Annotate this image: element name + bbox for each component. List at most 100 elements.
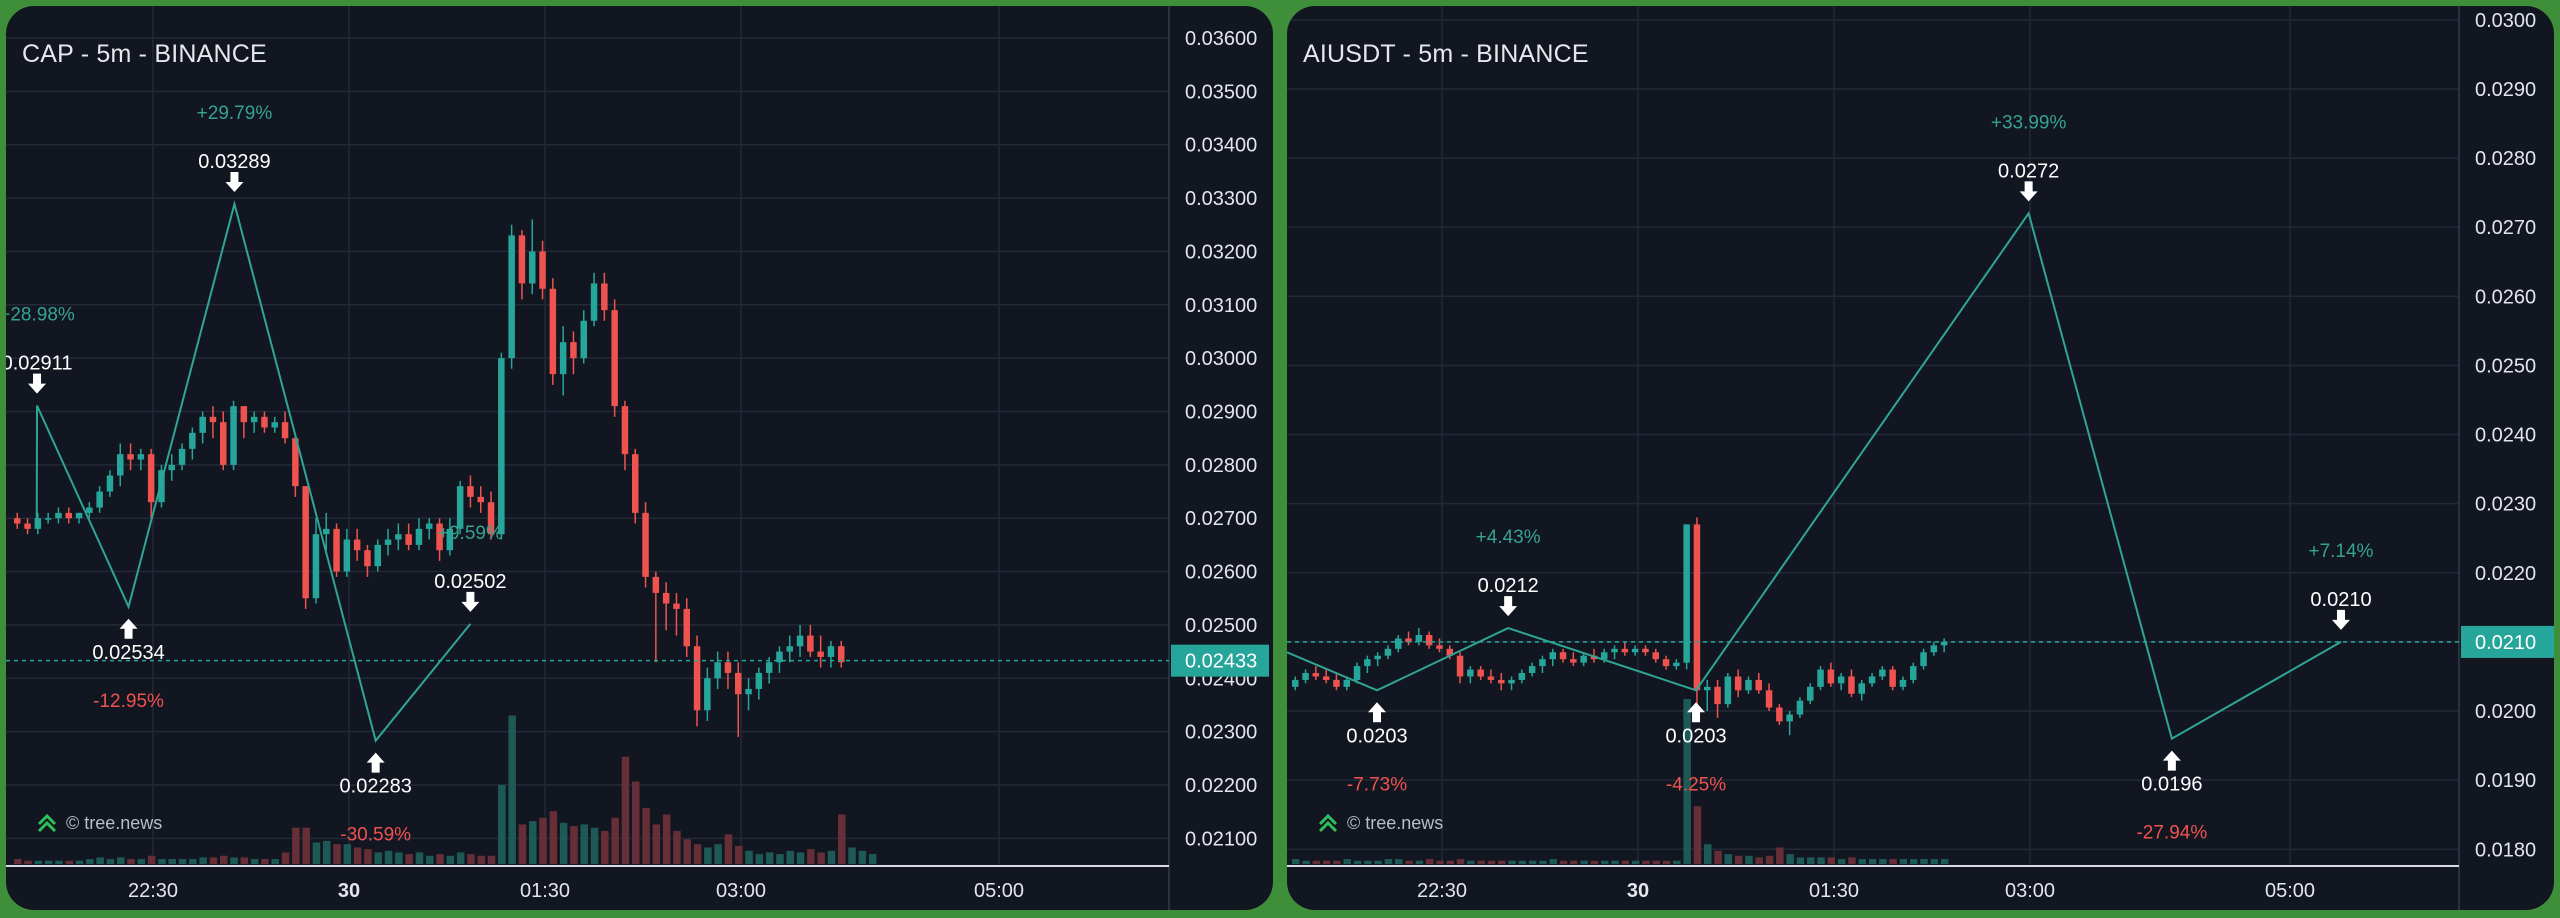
candle <box>333 523 340 577</box>
time-tick-label: 03:00 <box>716 880 766 902</box>
volume-bar <box>1570 860 1578 864</box>
volume-bar <box>1765 855 1774 864</box>
pivot: 0.0203 -7.73% <box>1346 702 1408 795</box>
candle-body <box>261 416 268 428</box>
volume-bar <box>1559 860 1568 864</box>
price-tick-label: 0.0180 <box>2475 839 2536 861</box>
volume-bar <box>1910 859 1918 864</box>
price-tick-label: 0.03600 <box>1185 28 1257 50</box>
volume-bar <box>642 807 650 864</box>
candle <box>261 411 268 433</box>
volume-bar <box>539 817 547 864</box>
volume-bar <box>86 859 94 864</box>
candle-body <box>1910 666 1917 680</box>
volume-bar <box>745 850 753 864</box>
price-tick-label: 0.0240 <box>2475 425 2536 447</box>
candle <box>1940 638 1948 653</box>
arrow-up-icon <box>1687 702 1706 723</box>
candle-body <box>673 603 680 609</box>
volume-bar <box>858 850 867 864</box>
candle <box>1384 645 1392 660</box>
candle-body <box>34 518 42 529</box>
candle <box>1642 645 1649 656</box>
pivot-price-label: 0.0196 <box>2141 774 2202 796</box>
candle-body <box>405 534 412 545</box>
candle-body <box>611 310 618 407</box>
candle-body <box>1384 648 1392 656</box>
candle-body <box>662 592 670 604</box>
candle-body <box>1322 676 1330 680</box>
candle-body <box>1436 645 1443 649</box>
volume-bar <box>456 852 465 864</box>
candle-body <box>1714 686 1721 705</box>
candle <box>704 667 711 721</box>
volume-bar <box>683 839 691 864</box>
volume-bar <box>230 857 238 864</box>
pivot: 0.0272 +33.99% <box>1991 112 2067 202</box>
tree-logo-icon <box>37 813 57 833</box>
candle <box>75 512 83 524</box>
candle-body <box>106 475 114 492</box>
price-tick-label: 0.03300 <box>1185 188 1257 210</box>
candle <box>755 667 763 700</box>
candle <box>1611 645 1618 660</box>
candle <box>117 443 124 487</box>
candle-body <box>1734 676 1742 691</box>
candle <box>1487 669 1495 684</box>
volume-bar <box>590 827 599 864</box>
candle-body <box>714 662 721 679</box>
cap-candlestick-chart[interactable]: 0.021000.022000.023000.024000.025000.026… <box>6 6 1273 910</box>
current-price-label: 0.02433 <box>1185 651 1257 673</box>
candle-body <box>1642 648 1649 653</box>
volume-bar <box>611 817 619 864</box>
candle <box>817 635 824 668</box>
volume-bar <box>549 811 558 864</box>
candle-body <box>168 464 175 471</box>
pivot-change-label: +4.43% <box>1476 527 1541 548</box>
volume-bar <box>704 847 712 864</box>
time-tick-label: 01:30 <box>520 880 570 902</box>
arrow-down-icon <box>225 171 244 192</box>
volume-bar <box>1714 850 1722 864</box>
candle-body <box>745 688 752 695</box>
candle-body <box>817 651 824 657</box>
candle-body <box>693 646 701 711</box>
candle-body <box>199 416 206 433</box>
price-tick-label: 0.0280 <box>2475 148 2536 170</box>
candle <box>1848 669 1855 698</box>
candle-body <box>1446 648 1453 656</box>
volume-bar <box>209 857 218 864</box>
volume-bar <box>652 824 661 864</box>
candle <box>86 502 93 519</box>
candle <box>1302 669 1309 684</box>
cap-chart-panel[interactable]: 0.02100 0.02200 0.02300 0.02400 0.02500 0.026… <box>6 6 1273 910</box>
aiusdt-chart-panel[interactable]: 0.0180 0.0190 0.0200 0.0210 0.0220 0.0230 0.02… <box>1287 6 2554 910</box>
candle <box>1858 679 1865 701</box>
candle <box>65 507 72 524</box>
volume-bars <box>1292 699 1949 864</box>
candle <box>642 502 649 588</box>
arrow-down-icon <box>1499 596 1518 617</box>
volume-bar <box>34 860 43 864</box>
volume-bar <box>55 860 63 864</box>
candle-body <box>549 288 557 375</box>
candle <box>1868 673 1876 687</box>
candle <box>24 518 31 535</box>
candle-body <box>55 512 62 519</box>
candle-body <box>24 523 31 529</box>
volume-bar <box>436 854 444 864</box>
pivot-price-label: 0.02502 <box>434 571 506 593</box>
volume-bar <box>117 857 125 864</box>
aiusdt-candlestick-chart[interactable]: 0.0180 0.0190 0.0200 0.0210 0.0220 0.0230 0.02… <box>1287 6 2554 910</box>
volume-bar <box>1395 859 1403 864</box>
candle-body <box>178 448 186 465</box>
candle-body <box>1405 638 1412 642</box>
candle-body <box>1374 655 1381 660</box>
candle <box>1714 679 1721 718</box>
volume-bar <box>220 855 228 864</box>
candle <box>147 448 155 519</box>
volume-bar <box>1662 860 1671 864</box>
candle <box>1549 648 1556 667</box>
candle-body <box>96 491 103 508</box>
time-tick-label: 22:30 <box>1417 880 1467 902</box>
